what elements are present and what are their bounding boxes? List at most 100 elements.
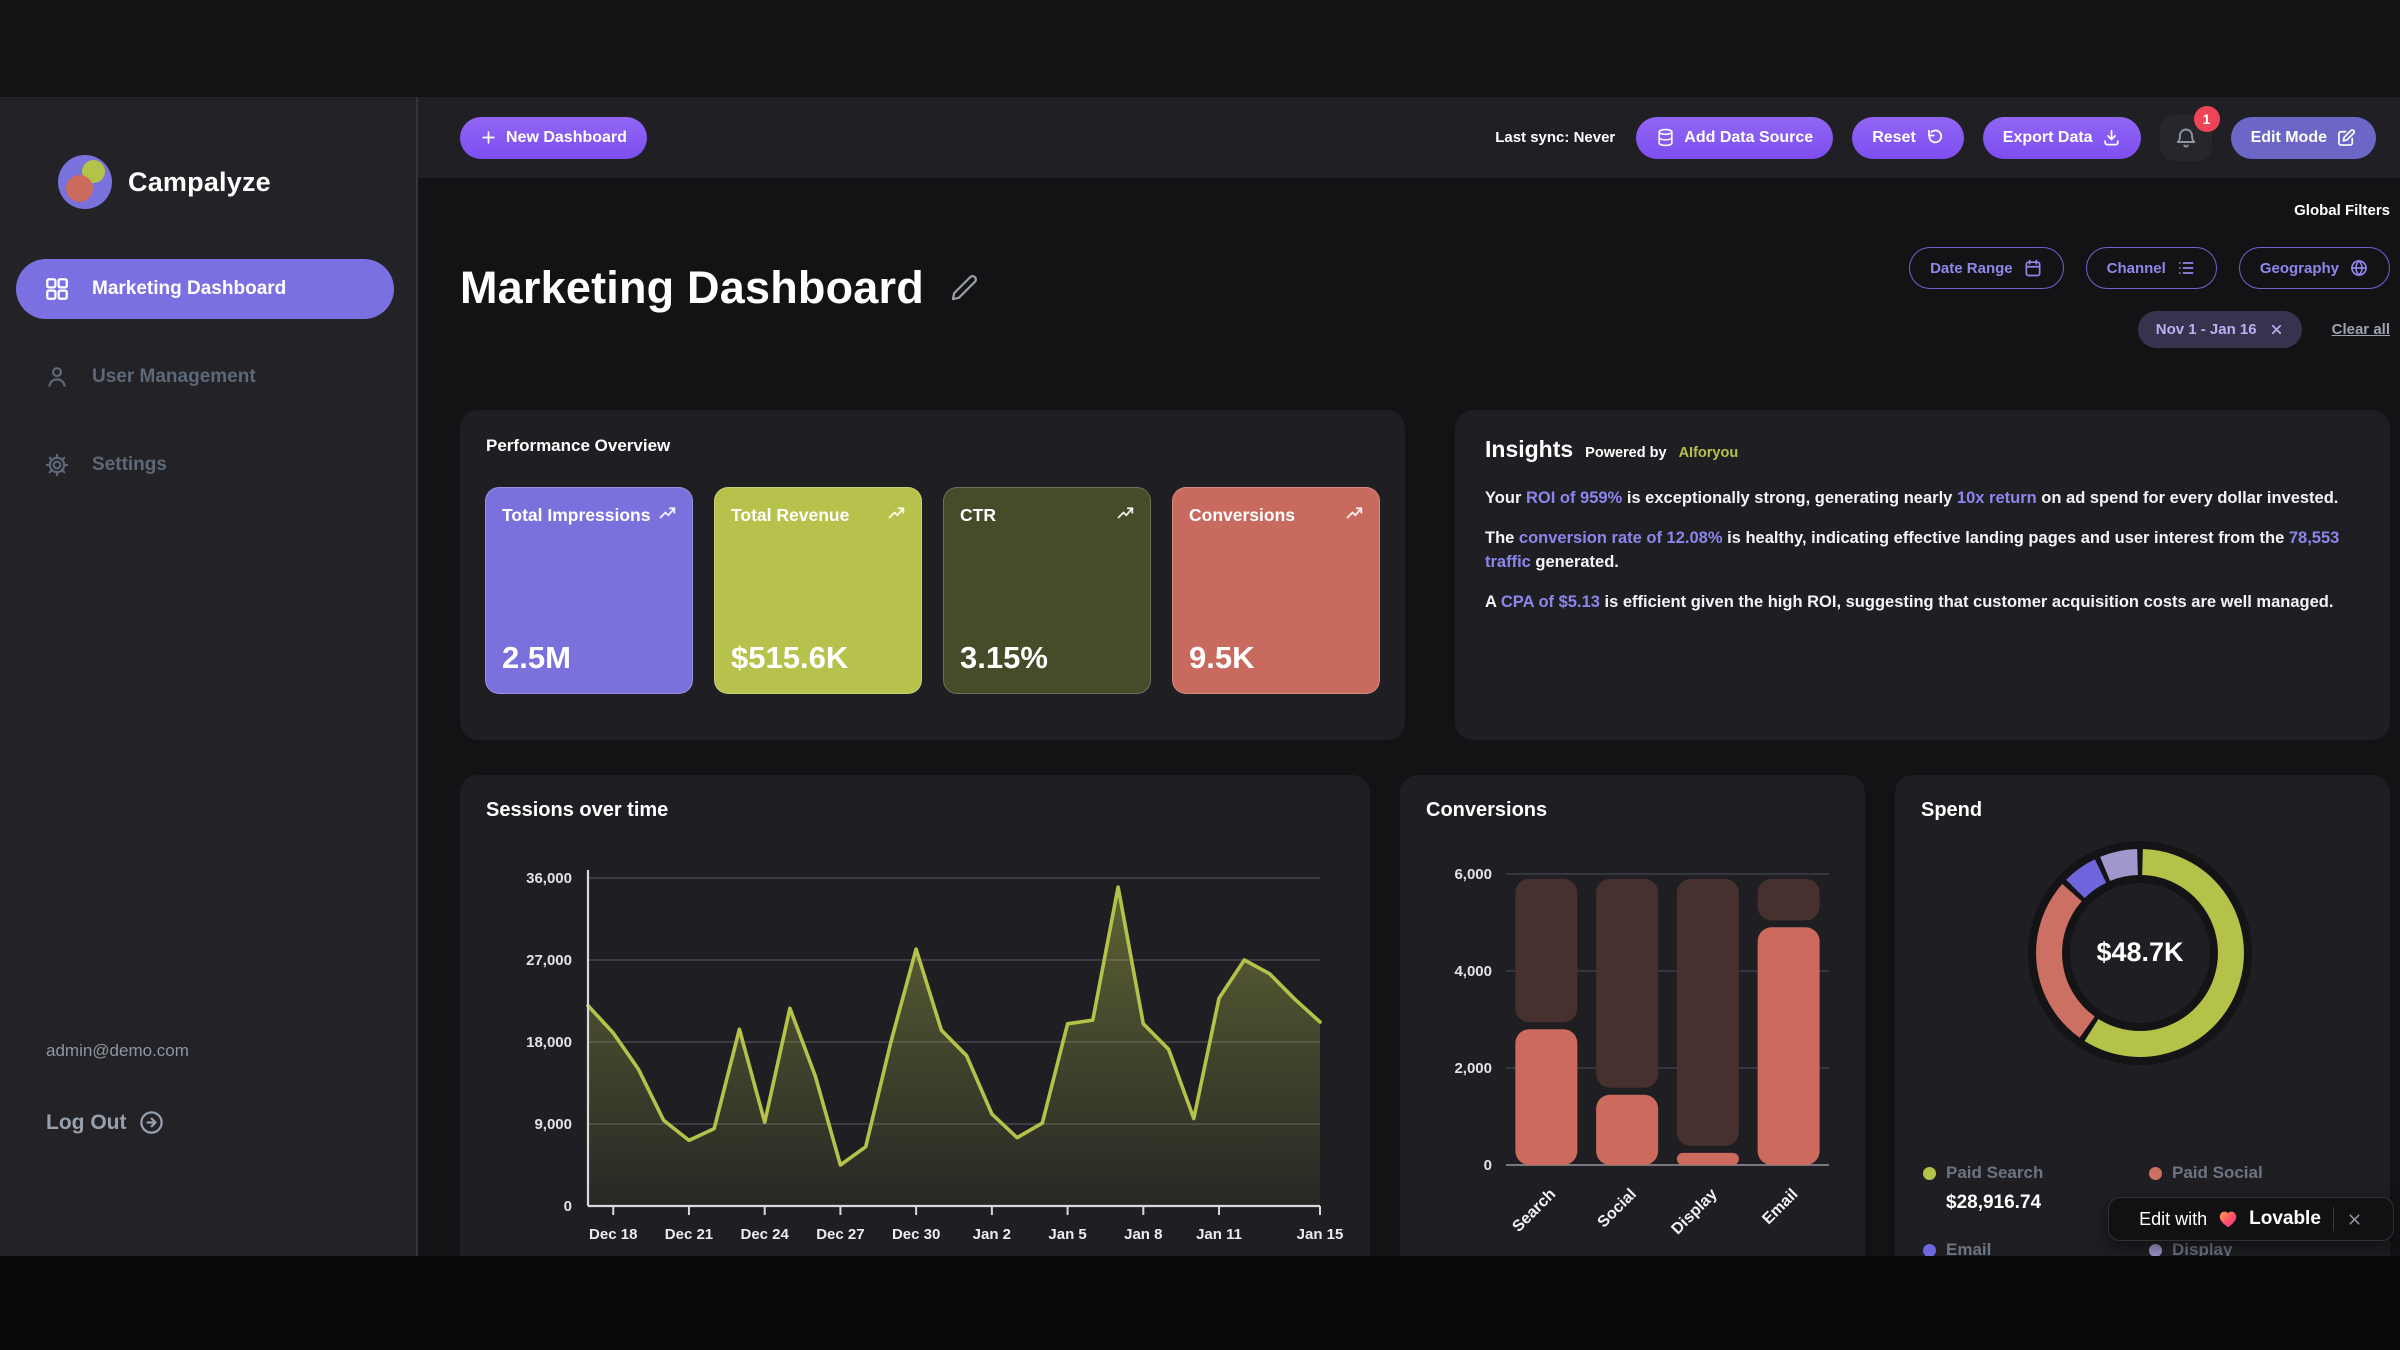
overlay-close-icon[interactable]	[2346, 1211, 2363, 1228]
edit-with-lovable-overlay[interactable]: Edit with Lovable	[2108, 1197, 2394, 1241]
active-filters-row: Nov 1 - Jan 16 Clear all	[2137, 311, 2390, 348]
kpi-card: CTR 3.15%	[943, 487, 1151, 694]
legend-item: Paid Search $28,916.74	[1923, 1163, 2149, 1214]
spend-chart-title: Spend	[1921, 799, 1983, 821]
edit-title-pencil-icon[interactable]	[950, 274, 978, 302]
plus-icon	[480, 129, 497, 146]
gear-icon	[44, 452, 70, 478]
trend-up-icon	[1117, 505, 1134, 527]
svg-text:Jan 2: Jan 2	[973, 1226, 1011, 1243]
notifications-button[interactable]: 1	[2159, 105, 2220, 161]
performance-overview-title: Performance Overview	[486, 436, 671, 455]
insight-highlight: ROI of 959%	[1525, 489, 1623, 507]
kpi-value: 9.5K	[1189, 640, 1255, 675]
database-icon	[1656, 128, 1675, 147]
toolbar: New Dashboard Last sync: Never Add Data …	[418, 97, 2400, 178]
sidebar-item-settings[interactable]: Settings	[16, 435, 394, 495]
filter-buttons: Date Range Channel Geography	[1909, 247, 2390, 289]
edit-icon	[2336, 128, 2356, 148]
legend-label: Display	[2172, 1240, 2233, 1259]
legend-label: Paid Social	[2172, 1163, 2263, 1182]
kpi-value: $515.6K	[731, 640, 849, 675]
dashboard-grid-icon	[44, 276, 70, 302]
performance-overview-panel: Performance Overview Total Impressions 2.…	[460, 410, 1405, 740]
conversions-panel: Conversions 0 2,000 4,000 6,000 Search Social…	[1400, 775, 1865, 1290]
trend-up-icon	[888, 505, 905, 527]
close-icon[interactable]	[2269, 322, 2284, 337]
global-filters-label: Global Filters	[2294, 202, 2390, 219]
legend-label: Email	[1946, 1240, 1992, 1259]
svg-text:Dec 30: Dec 30	[892, 1226, 940, 1243]
export-data-button[interactable]: Export Data	[1982, 116, 2141, 159]
geography-label: Geography	[2259, 259, 2339, 277]
reset-label: Reset	[1872, 128, 1916, 146]
page-head: Marketing Dashboard	[460, 262, 978, 314]
globe-icon	[2349, 258, 2369, 278]
legend-item: Paid Social	[2149, 1163, 2263, 1214]
kpi-value: 3.15%	[960, 640, 1048, 675]
svg-text:Jan 11: Jan 11	[1196, 1226, 1242, 1243]
main-content: Marketing Dashboard Global Filters Date …	[418, 178, 2400, 1350]
insights-title: Insights	[1485, 436, 1574, 462]
top-strip	[0, 0, 2400, 97]
svg-text:Jan 15: Jan 15	[1297, 1226, 1344, 1243]
sidebar-nav: Marketing Dashboard User Management Sett…	[0, 259, 416, 495]
channel-filter-button[interactable]: Channel	[2085, 247, 2217, 289]
page-title: Marketing Dashboard	[460, 262, 924, 313]
kpi-card-row: Total Impressions 2.5M Total Revenue $515.6…	[485, 487, 1380, 694]
trend-up-icon	[1346, 505, 1363, 527]
kpi-value: 2.5M	[502, 640, 571, 675]
overlay-divider	[2332, 1207, 2334, 1231]
insight-highlight: conversion rate of 12.08%	[1518, 529, 1723, 548]
bottom-strip	[0, 1256, 2400, 1350]
lovable-heart-icon	[2217, 1208, 2239, 1230]
date-range-label: Date Range	[1930, 259, 2013, 277]
conversions-chart-title: Conversions	[1426, 799, 1548, 821]
kpi-label: Conversions	[1189, 505, 1295, 525]
insights-provider: AIforyou	[1678, 445, 1739, 461]
edit-mode-button[interactable]: Edit Mode	[2230, 116, 2376, 159]
kpi-label: Total Impressions	[502, 505, 651, 525]
sidebar-item-marketing-dashboard[interactable]: Marketing Dashboard	[16, 259, 394, 319]
svg-text:18,000: 18,000	[526, 1034, 572, 1051]
reset-button[interactable]: Reset	[1852, 116, 1964, 159]
legend-dot	[1923, 1166, 1936, 1180]
global-filters: Global Filters Date Range Channel Geogra…	[1909, 202, 2390, 348]
channel-label: Channel	[2106, 259, 2166, 277]
campalyze-logo-icon	[58, 155, 112, 209]
svg-text:Dec 24: Dec 24	[741, 1226, 790, 1243]
svg-text:Jan 5: Jan 5	[1048, 1226, 1086, 1243]
spend-legend: Paid Search $28,916.74 Paid Social Email Dis…	[1923, 1163, 2263, 1260]
sessions-chart-title: Sessions over time	[486, 799, 669, 821]
geography-filter-button[interactable]: Geography	[2238, 247, 2390, 289]
logout-button[interactable]: Log Out	[46, 1109, 189, 1136]
list-icon	[2176, 258, 2196, 278]
sessions-line-chart: 0 9,000 18,000 27,000 36,000 Dec 18 Dec 21 Dec …	[485, 855, 1355, 1255]
reset-icon	[1925, 128, 1944, 147]
export-data-label: Export Data	[2002, 128, 2093, 146]
date-range-chip[interactable]: Nov 1 - Jan 16	[2137, 311, 2302, 348]
kpi-label: Total Revenue	[731, 505, 850, 525]
kpi-card: Total Impressions 2.5M	[485, 487, 693, 694]
insight-highlight: CPA of $5.13	[1500, 593, 1600, 612]
insights-body: Your ROI of 959% is exceptionally strong…	[1485, 487, 2360, 615]
add-data-source-button[interactable]: Add Data Source	[1636, 116, 1834, 159]
arrow-right-circle-icon	[138, 1109, 165, 1136]
clear-all-link[interactable]: Clear all	[2331, 321, 2390, 338]
insight-highlight: 10x return	[1956, 489, 2037, 507]
legend-label: Paid Search	[1946, 1163, 2044, 1182]
sidebar: Campalyze Marketing Dashboard User Manag…	[0, 97, 418, 1256]
trend-up-icon	[659, 505, 676, 527]
powered-by-label: Powered by	[1585, 445, 1667, 461]
legend-item: Display	[2149, 1240, 2263, 1260]
date-range-filter-button[interactable]: Date Range	[1909, 247, 2064, 289]
conversions-bar-chart: 0 2,000 4,000 6,000 Search Social Display Email	[1414, 851, 1859, 1281]
user-icon	[44, 364, 70, 390]
insights-panel: Insights Powered by AIforyou Your ROI of…	[1455, 410, 2390, 740]
svg-text:4,000: 4,000	[1454, 963, 1492, 980]
new-dashboard-button[interactable]: New Dashboard	[460, 116, 647, 159]
legend-value: $28,916.74	[1946, 1192, 2042, 1213]
logout-label: Log Out	[46, 1110, 127, 1134]
sidebar-item-user-management[interactable]: User Management	[16, 347, 394, 407]
